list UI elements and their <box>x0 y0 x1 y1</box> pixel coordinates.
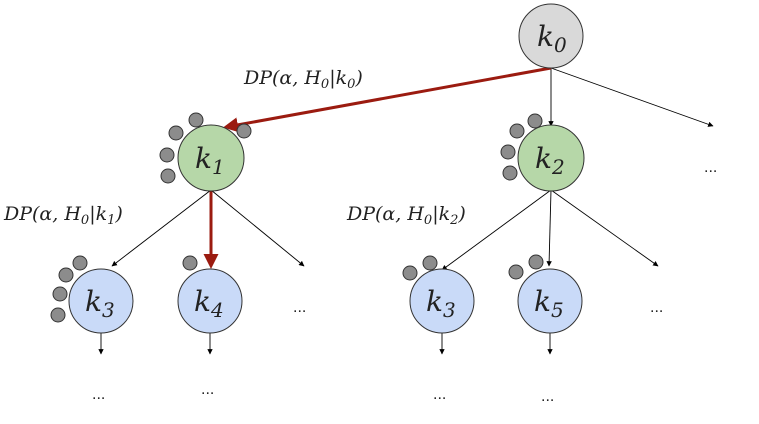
dp-label-k2: DP(α, H0|k2) <box>346 203 466 228</box>
node-k4: k4 <box>177 268 243 334</box>
dot <box>182 255 198 271</box>
edge-k2-k3 <box>441 189 552 271</box>
node-k1: k1 <box>177 124 245 192</box>
node-circle <box>68 268 134 334</box>
dot <box>508 264 524 280</box>
ellipsis-k0-right: ... <box>704 159 717 176</box>
dot <box>52 286 68 302</box>
ellipsis-k3-right-below: ... <box>433 386 446 403</box>
node-label: k0 <box>537 20 567 57</box>
dot <box>500 144 516 160</box>
dot <box>160 168 176 184</box>
dot <box>159 147 175 163</box>
node-k0: k0 <box>518 3 584 69</box>
node-k3-left: k3 <box>68 268 134 334</box>
edge-k0-more <box>550 67 714 127</box>
dot <box>509 123 525 139</box>
node-circle <box>518 3 584 69</box>
edge-k2-k5 <box>546 189 552 267</box>
dot <box>188 112 204 128</box>
path-edges <box>203 66 552 269</box>
edge-k1-k3 <box>111 189 212 267</box>
dot <box>528 254 544 270</box>
edge-k1-more <box>210 189 305 267</box>
dot <box>50 307 66 323</box>
ellipsis-k1-right: ... <box>293 299 306 316</box>
node-circle <box>517 268 583 334</box>
dot <box>502 165 518 181</box>
dot <box>58 267 74 283</box>
ellipses: ... ... ... ... ... ... ... <box>92 159 717 405</box>
node-label: k5 <box>534 285 564 322</box>
node-circle <box>517 124 585 192</box>
dp-label-k1: DP(α, H0|k1) <box>3 203 123 228</box>
node-label: k3 <box>426 285 456 322</box>
edges <box>98 67 714 355</box>
node-label: k2 <box>535 142 565 179</box>
dot <box>527 113 543 129</box>
dot <box>72 255 88 271</box>
dot <box>236 123 252 139</box>
ellipsis-k5-below: ... <box>541 388 554 405</box>
node-label: k3 <box>85 285 115 322</box>
red-edge-k0-k1 <box>223 66 552 133</box>
ellipsis-k3-left-below: ... <box>92 386 105 403</box>
node-label: k1 <box>195 142 225 179</box>
dp-label-k0: DP(α, H0|k0) <box>243 67 363 92</box>
dot <box>402 265 418 281</box>
node-k3-right: k3 <box>409 268 475 334</box>
dot <box>422 255 438 271</box>
node-circle <box>177 124 245 192</box>
node-k2: k2 <box>517 124 585 192</box>
ellipsis-k4-below: ... <box>201 381 214 398</box>
node-circle <box>177 268 243 334</box>
node-k5: k5 <box>517 268 583 334</box>
ellipsis-k2-right: ... <box>650 299 663 316</box>
node-label: k4 <box>194 285 224 322</box>
edge-k2-more <box>550 189 659 267</box>
node-circle <box>409 268 475 334</box>
customer-dots <box>50 112 544 323</box>
dot <box>168 125 184 141</box>
